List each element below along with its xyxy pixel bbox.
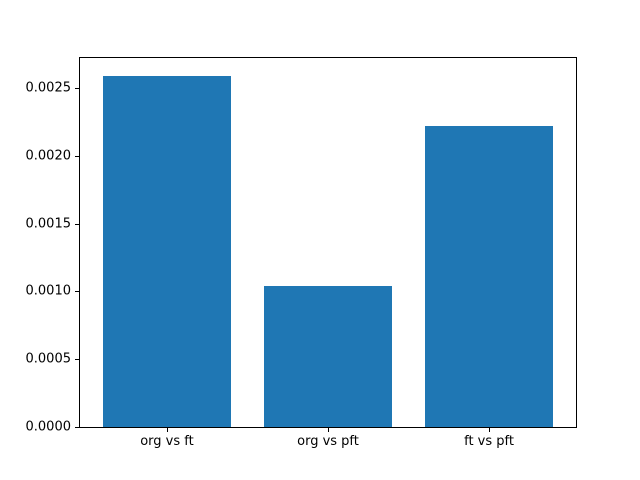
y-tick-label-4: 0.0020 [25, 148, 72, 164]
y-tick-label-1: 0.0005 [25, 351, 72, 367]
y-tick-label-5: 0.0025 [25, 80, 72, 96]
y-tick-3 [75, 223, 79, 225]
y-tick-label-0: 0.0000 [25, 419, 72, 435]
x-tick-label-0: org vs ft [140, 434, 194, 449]
y-tick-5 [75, 87, 79, 89]
bar-ft-vs-pft [424, 125, 554, 427]
plot-area [79, 57, 577, 428]
y-tick-label-2: 0.0010 [25, 283, 72, 299]
y-tick-4 [75, 155, 79, 157]
y-tick-1 [75, 359, 79, 361]
y-tick-0 [75, 427, 79, 428]
x-tick-1 [328, 428, 329, 432]
x-tick-0 [166, 428, 168, 432]
bar-org-vs-ft [102, 75, 232, 427]
x-tick-label-2: ft vs pft [464, 434, 514, 449]
bar-org-vs-pft [263, 285, 393, 427]
x-tick-2 [489, 428, 491, 432]
x-tick-label-1: org vs pft [297, 434, 359, 449]
y-tick-2 [75, 291, 79, 293]
y-tick-label-3: 0.0015 [25, 216, 72, 231]
